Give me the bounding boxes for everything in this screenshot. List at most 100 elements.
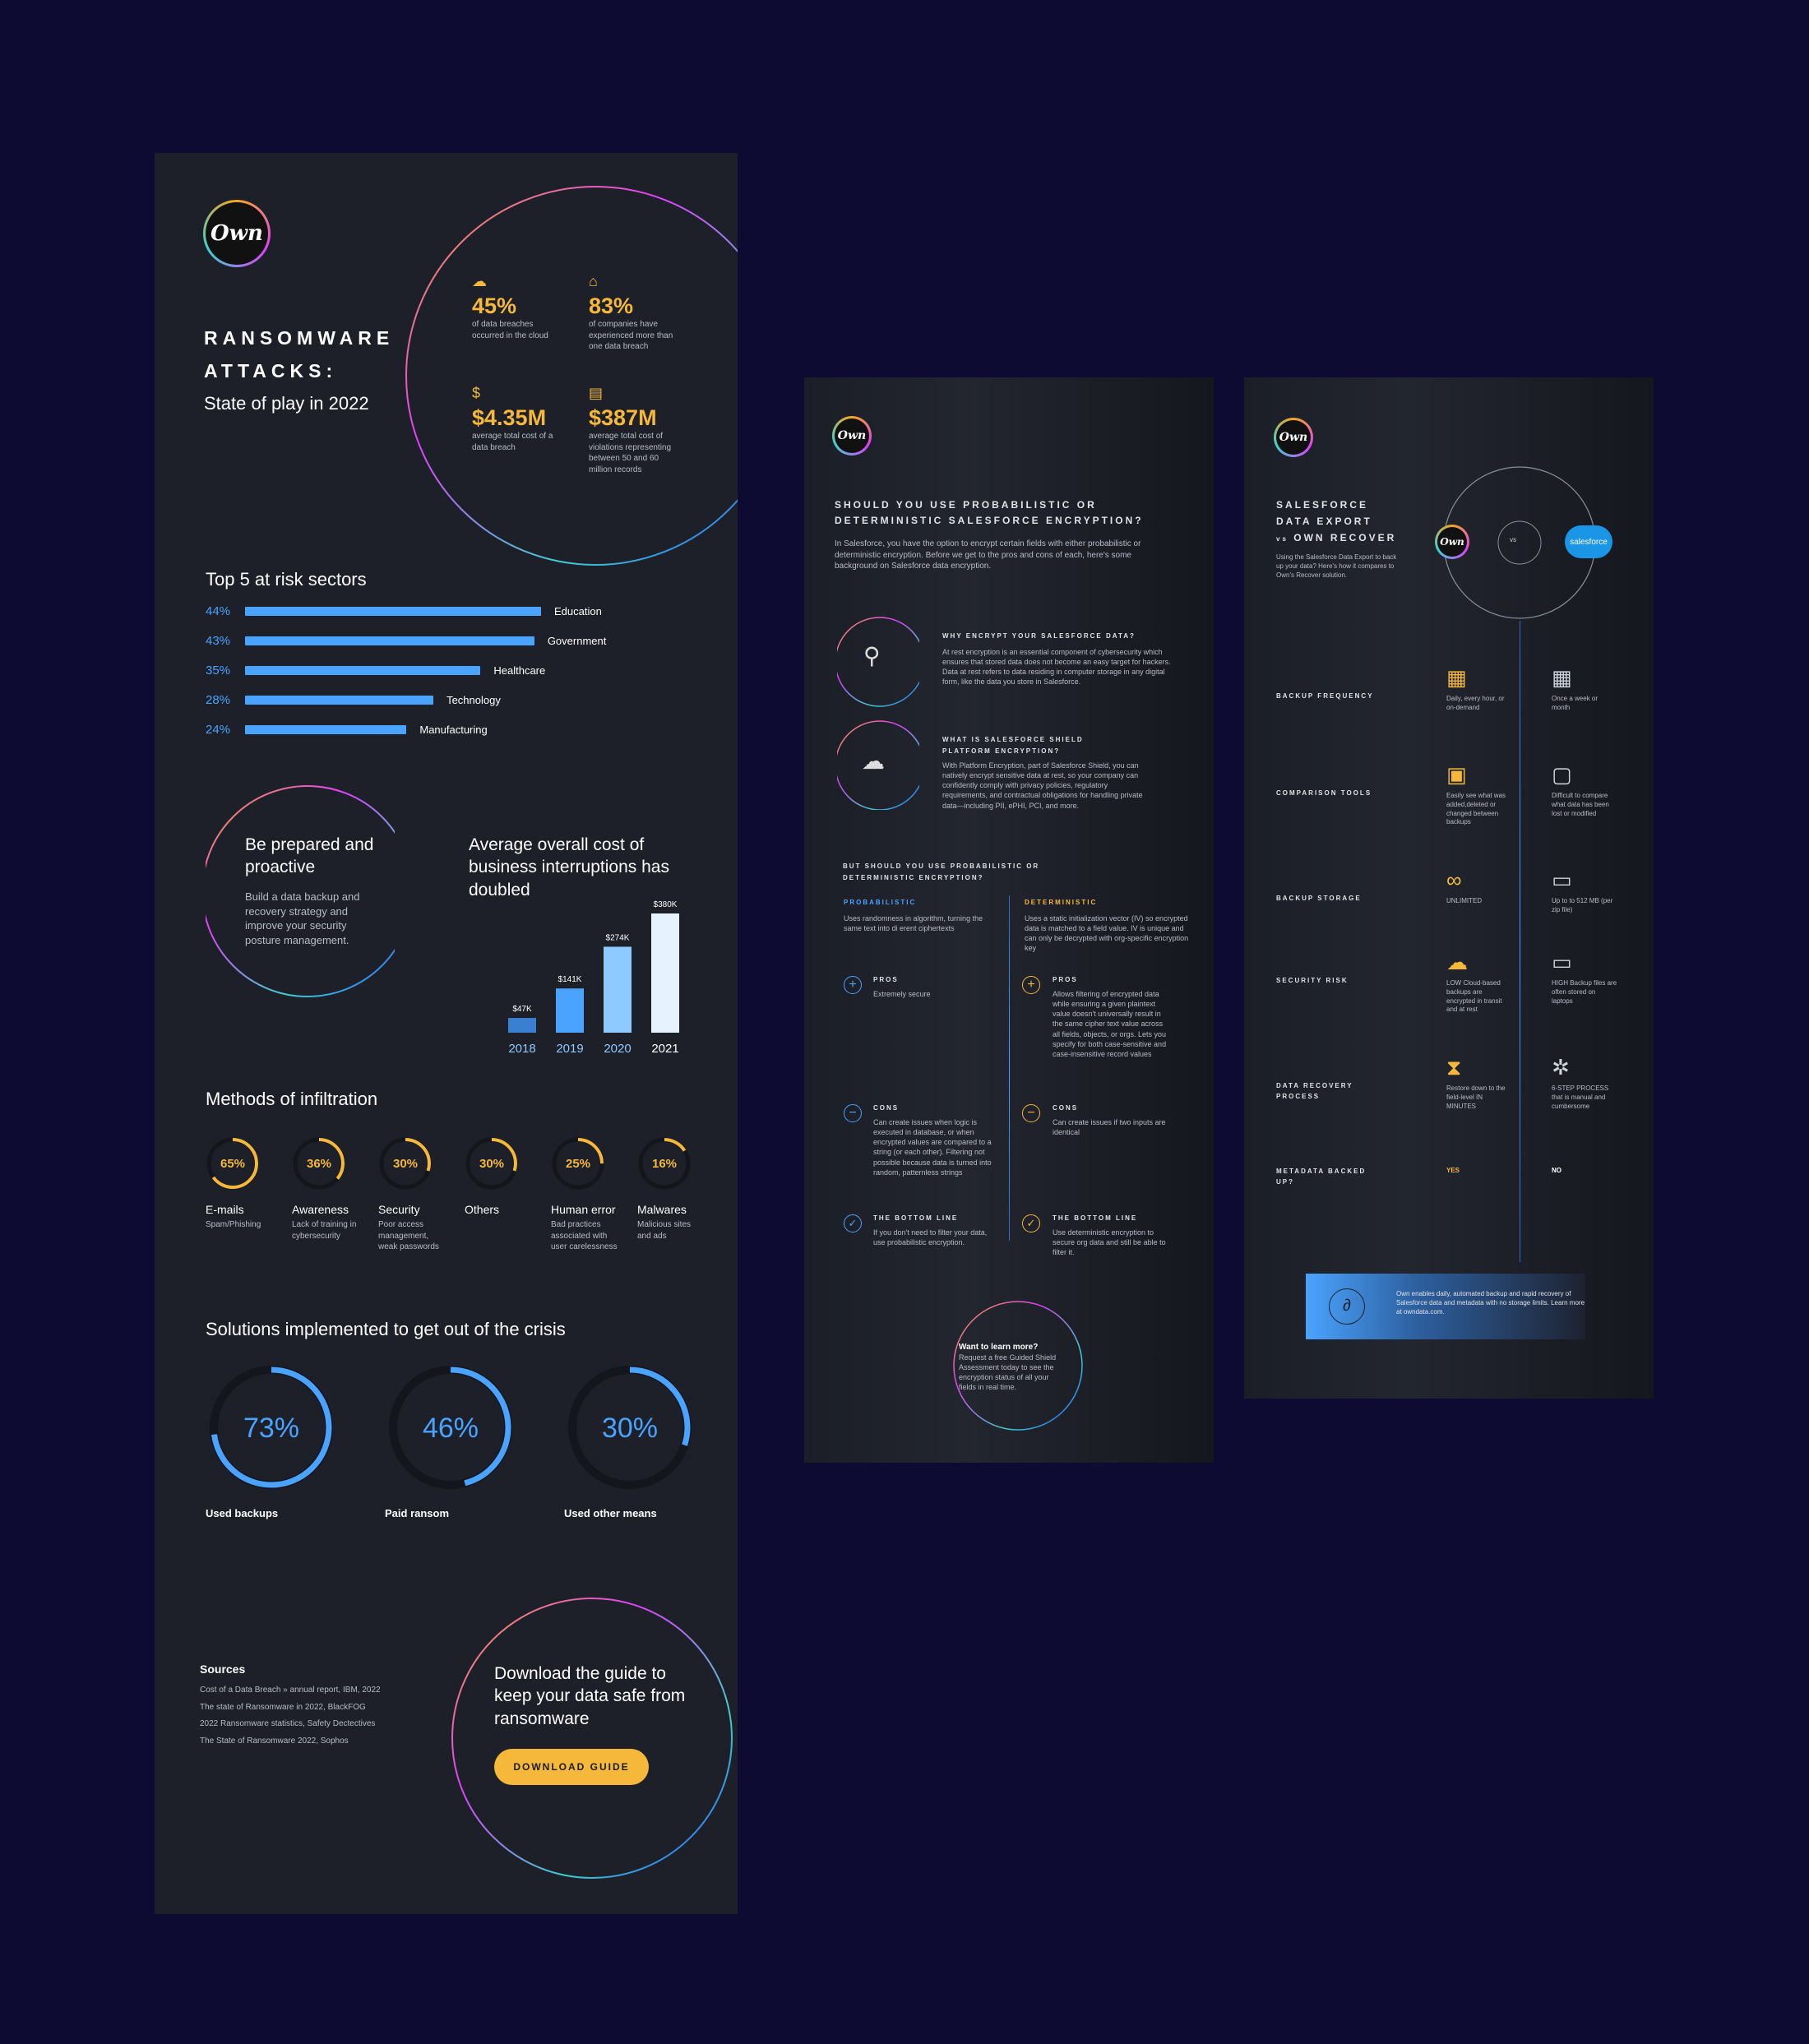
pros-plus-icon: + <box>1022 976 1040 994</box>
check-icon: ✓ <box>844 1214 862 1232</box>
q2-text: With Platform Encryption, part of Salesf… <box>942 761 1143 810</box>
solution-ring: 30% <box>568 1366 692 1489</box>
cost-category-label: 2020 <box>604 1042 631 1056</box>
cloud-shield-icon: ☁ <box>862 748 885 774</box>
solution-ring-fill <box>569 1367 691 1488</box>
p3-title-line2: DATA EXPORT <box>1276 516 1372 527</box>
solutions-list: 73% Used backups 46% Paid ransom 30% Used oth… <box>206 1362 715 1526</box>
encryption-infographic: Own SHOULD YOU USE PROBABILISTIC OR DETE… <box>804 377 1214 1463</box>
salesforce-value: Once a week or month <box>1552 695 1598 711</box>
solution-ring-fill <box>390 1367 511 1488</box>
prob-pros-text: Extremely secure <box>873 990 931 998</box>
prepared-text: Build a data backup and recovery strateg… <box>245 890 360 946</box>
det-pros-label: PROS <box>1053 976 1078 983</box>
own-value: YES <box>1446 1167 1460 1174</box>
methods-list: 65% E-mails Spam/Phishing 36% Awareness Lack … <box>206 1136 715 1268</box>
prob-bottom-label: THE BOTTOM LINE <box>873 1214 959 1222</box>
archive-icon: ▭ <box>1552 867 1572 892</box>
solution-ring-fill <box>211 1367 332 1488</box>
sector-bar <box>245 696 434 705</box>
method-name: Human error <box>551 1203 616 1216</box>
comparison-row-label: BACKUP FREQUENCY <box>1276 692 1374 700</box>
title-line2: ATTACKS: <box>204 360 338 382</box>
link-icon: ∂ <box>1329 1288 1365 1325</box>
q1-text: At rest encryption is an essential compo… <box>942 648 1171 687</box>
prob-bottom-text: If you don't need to filter your data, u… <box>873 1228 988 1247</box>
comparison-row-label: SECURITY RISK <box>1276 977 1349 984</box>
det-cons-text: Can create issues if two inputs are iden… <box>1053 1118 1166 1137</box>
cloud-alert-icon: ☁ <box>472 273 487 289</box>
method-name: Others <box>465 1203 500 1216</box>
house-alert-icon: ⌂ <box>589 273 598 289</box>
calendar-check-icon: ▦ <box>1552 665 1572 690</box>
det-desc: Uses a static initialization vector (IV)… <box>1025 914 1189 953</box>
sector-name: Healthcare <box>493 664 546 677</box>
method-ring: 36% <box>293 1137 345 1190</box>
hourglass-icon: ⧗ <box>1446 1055 1462 1080</box>
sector-pct: 44% <box>206 604 231 618</box>
method-ring-fill <box>294 1138 345 1189</box>
learn-title: Want to learn more? <box>959 1343 1039 1352</box>
footer-text: Own enables daily, automated backup and … <box>1396 1290 1585 1316</box>
det-pros-text: Allows filtering of encrypted data while… <box>1053 990 1167 1058</box>
backup-comparison-infographic: Own SALESFORCE DATA EXPORT vs OWN RECOVE… <box>1244 377 1654 1399</box>
sector-bar <box>245 725 407 734</box>
cost-data-label: $380K <box>654 900 678 909</box>
sectors-chart: 44% Education 43% Government 35% Healthcare 28… <box>206 604 699 755</box>
calendar-check-icon: ▦ <box>1446 665 1467 690</box>
prob-desc: Uses randomness in algorithm, turning th… <box>844 914 983 933</box>
comparison-row-label: DATA RECOVERY PROCESS <box>1276 1082 1353 1100</box>
method-name: Security <box>378 1203 420 1216</box>
comparison-rows: BACKUP FREQUENCY ▦ ▦ Daily, every hour, or … <box>1244 377 1654 1200</box>
det-head: DETERMINISTIC <box>1025 899 1098 906</box>
method-item: 30% Others <box>465 1136 547 1219</box>
solution-item: 46% Paid ransom <box>385 1362 549 1519</box>
det-bottom-text: Use deterministic encryption to secure o… <box>1053 1228 1166 1257</box>
cost-bar <box>604 946 632 1033</box>
method-ring-fill <box>553 1138 604 1189</box>
sector-name: Technology <box>446 694 501 706</box>
sector-bar <box>245 666 481 675</box>
methods-title: Methods of infiltration <box>206 1089 378 1109</box>
salesforce-value: Up to to 512 MB (per zip file) <box>1552 897 1613 913</box>
dollar-icon: $ <box>472 385 481 401</box>
method-item: 16% Malwares Malicious sites and ads <box>637 1136 719 1242</box>
cost-data-label: $47K <box>512 1005 532 1014</box>
method-ring: 16% <box>638 1137 691 1190</box>
title-line1: RANSOMWARE <box>204 327 395 349</box>
method-item: 25% Human error Bad practices associated w… <box>551 1136 633 1253</box>
document-check-icon: ▣ <box>1446 762 1467 787</box>
cost-bar <box>651 913 679 1033</box>
cons-minus-icon: − <box>1022 1104 1040 1122</box>
gear-alert-icon: ✲ <box>1552 1055 1570 1080</box>
download-guide-button[interactable]: DOWNLOAD GUIDE <box>494 1749 649 1785</box>
own-value: Restore down to the field-level IN MINUT… <box>1446 1084 1506 1110</box>
comparison-row-label: BACKUP STORAGE <box>1276 895 1362 902</box>
subtitle: State of play in 2022 <box>204 393 369 414</box>
q1-title: WHY ENCRYPT YOUR SALESFORCE DATA? <box>942 632 1136 640</box>
method-desc: Poor access management, weak passwords <box>378 1220 439 1251</box>
document-alert-icon: ▢ <box>1552 762 1572 787</box>
cost-category-label: 2018 <box>508 1042 535 1056</box>
method-desc: Spam/Phishing <box>206 1220 261 1229</box>
check-icon: ✓ <box>1022 1214 1040 1232</box>
sectors-title: Top 5 at risk sectors <box>206 569 367 590</box>
method-item: 30% Security Poor access management, weak … <box>378 1136 460 1253</box>
decorative-ring-bottom <box>451 1598 733 1879</box>
sector-pct: 28% <box>206 693 231 707</box>
prob-pros-label: PROS <box>873 976 899 983</box>
own-logo: Own <box>1274 418 1313 457</box>
cost-bar <box>508 1018 536 1033</box>
p2-intro: In Salesforce, you have the option to en… <box>835 539 1141 571</box>
footer-banner: ∂ Own enables daily, automated backup an… <box>1306 1274 1585 1339</box>
cloud-shield-icon: ☁ <box>1446 950 1468 974</box>
method-item: 36% Awareness Lack of training in cybersec… <box>292 1136 374 1242</box>
method-name: Malwares <box>637 1203 687 1216</box>
sources-title: Sources <box>200 1662 246 1676</box>
cost-data-label: $141K <box>558 975 582 984</box>
method-ring: 30% <box>379 1137 432 1190</box>
question-rings <box>837 617 919 810</box>
comparison-row-label: METADATA BACKED UP? <box>1276 1168 1367 1186</box>
sources-list: Cost of a Data Breach » annual report, I… <box>200 1686 381 1746</box>
q2-title: WHAT IS SALESFORCE SHIELD PLATFORM ENCRY… <box>942 736 1084 755</box>
